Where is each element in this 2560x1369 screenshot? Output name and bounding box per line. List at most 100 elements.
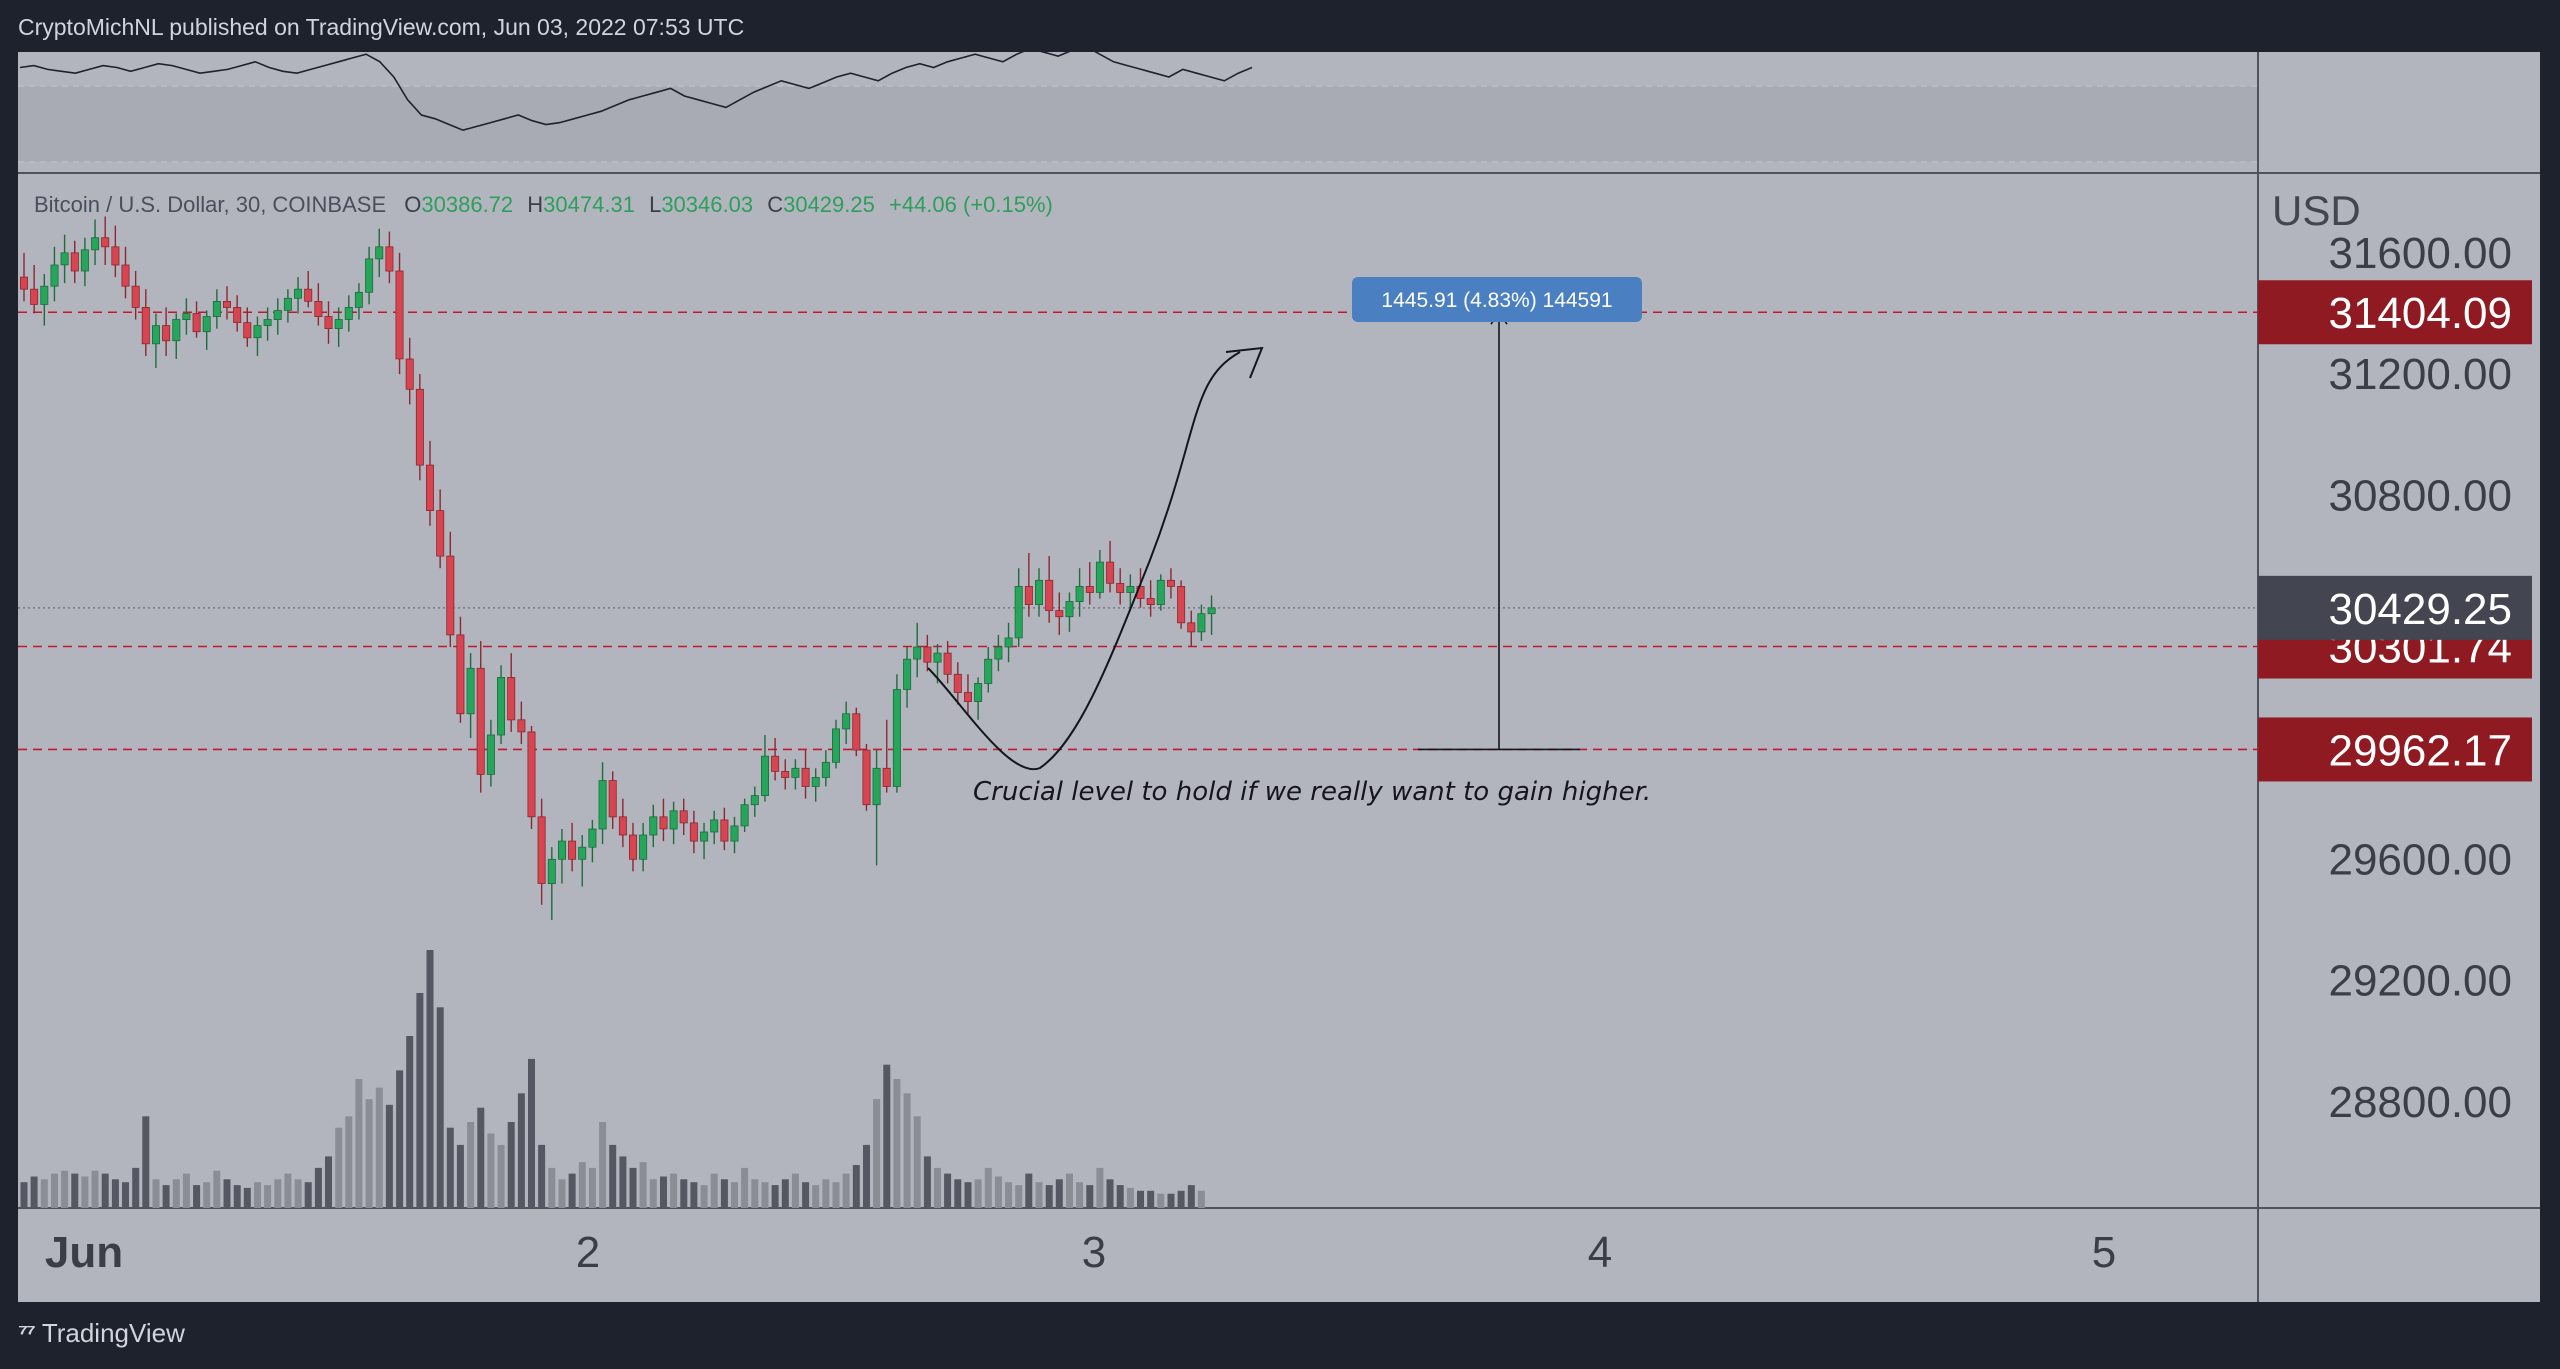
candle-body [1014, 586, 1023, 639]
volume-bar [30, 1176, 38, 1208]
candle-body [212, 300, 221, 317]
candle-body [446, 555, 455, 636]
volume-bar [1167, 1193, 1175, 1208]
candle-body [304, 288, 313, 302]
candle-body [598, 780, 607, 830]
candle-body [1146, 598, 1155, 605]
time-tick-label: 3 [1082, 1228, 1106, 1277]
candle-body [740, 804, 749, 827]
price-tick-label: 29600.00 [2328, 835, 2512, 884]
candle-body [172, 319, 181, 342]
volume-bar [599, 1122, 607, 1208]
volume-bar [1126, 1187, 1134, 1208]
candle-body [141, 306, 150, 345]
volume-bar [396, 1070, 404, 1208]
volume-bar [903, 1093, 911, 1208]
rsi-line [19, 45, 1253, 132]
rsi-band [18, 86, 2258, 162]
level-price-badge [2258, 717, 2532, 782]
volume-bar [507, 1122, 515, 1208]
footer-brand[interactable]: ⁷⁷ TradingView [18, 1318, 185, 1349]
volume-bar [1086, 1185, 1094, 1208]
candle-body [243, 322, 252, 339]
candle-body [781, 771, 790, 778]
volume-bar [558, 1179, 566, 1208]
volume-bar [294, 1179, 302, 1208]
volume-bar [1157, 1193, 1165, 1208]
candle-body [1197, 613, 1206, 633]
volume-bar [883, 1064, 891, 1208]
candle-body [517, 719, 526, 733]
publisher-line: CryptoMichNL published on TradingView.co… [18, 14, 745, 40]
volume-bar [122, 1182, 129, 1208]
candle-body [568, 840, 577, 860]
volume-bar [1147, 1190, 1155, 1208]
volume-bar [456, 1144, 464, 1208]
legend-change: +44.06 (+0.15%) [888, 192, 1053, 217]
candle-body [811, 777, 820, 787]
candle-body [608, 780, 617, 818]
volume-bar [467, 1122, 475, 1208]
volume-bar [20, 1182, 28, 1208]
time-tick-label: Jun [45, 1228, 123, 1277]
candle-body [283, 297, 292, 311]
candle-body [111, 246, 120, 266]
candle-body [1106, 561, 1115, 584]
candle-body [273, 310, 282, 321]
volume-bar [954, 1179, 962, 1208]
volume-bar [690, 1182, 698, 1208]
volume-bar [61, 1170, 69, 1208]
level-price-badge-text: 29962.17 [2328, 726, 2512, 775]
volume-bar [761, 1182, 769, 1208]
volume-bar [203, 1182, 211, 1208]
candle-body [182, 313, 191, 320]
annotation-text: Crucial level to hold if we really want … [973, 777, 1651, 807]
volume-bar [548, 1167, 556, 1208]
volume-bar [1197, 1190, 1205, 1208]
projection-arrowhead [1225, 346, 1264, 379]
candle-body [476, 667, 485, 775]
measure-label-box [1352, 277, 1642, 322]
candle-body [375, 246, 384, 260]
volume-bar [822, 1179, 830, 1208]
volume-bar [193, 1185, 201, 1208]
legend-symbol: Bitcoin / U.S. Dollar, 30, COINBASE [34, 192, 387, 217]
volume-bar [1005, 1182, 1013, 1208]
volume-bar [852, 1165, 860, 1208]
candle-body [1065, 601, 1074, 618]
volume-bar [649, 1179, 657, 1208]
candle-body [1004, 637, 1013, 648]
candle-body [1167, 579, 1176, 587]
candle-body [1055, 610, 1064, 618]
volume-bar [162, 1185, 170, 1208]
candle-body [344, 306, 353, 320]
volume-bar [81, 1176, 89, 1208]
volume-bar [1096, 1167, 1104, 1208]
volume-bar [660, 1176, 667, 1208]
volume-bar [365, 1099, 373, 1208]
candle-body [1075, 586, 1084, 603]
volume-bar [538, 1144, 546, 1208]
legend-c-label: C [767, 192, 784, 217]
volume-bar [385, 1104, 393, 1208]
volume-bar [406, 1036, 414, 1208]
volume-bar [944, 1173, 952, 1208]
candle-body [486, 734, 495, 775]
candle-body [1126, 586, 1135, 593]
candle-body [618, 816, 627, 836]
candle-body [324, 316, 333, 330]
candle-body [842, 713, 851, 730]
ohlc-legend: Bitcoin / U.S. Dollar, 30, COINBASE O303… [34, 192, 1053, 218]
volume-bar [751, 1179, 759, 1208]
candle-body [192, 313, 201, 333]
candle-body [984, 658, 993, 684]
candle-body [425, 464, 434, 512]
volume-bar [781, 1179, 789, 1208]
volume-bar [629, 1167, 637, 1208]
volume-bar [274, 1179, 282, 1208]
candle-body [233, 306, 242, 323]
candle-body [466, 667, 475, 715]
volume-bar [71, 1173, 79, 1208]
volume-bar [832, 1182, 840, 1208]
